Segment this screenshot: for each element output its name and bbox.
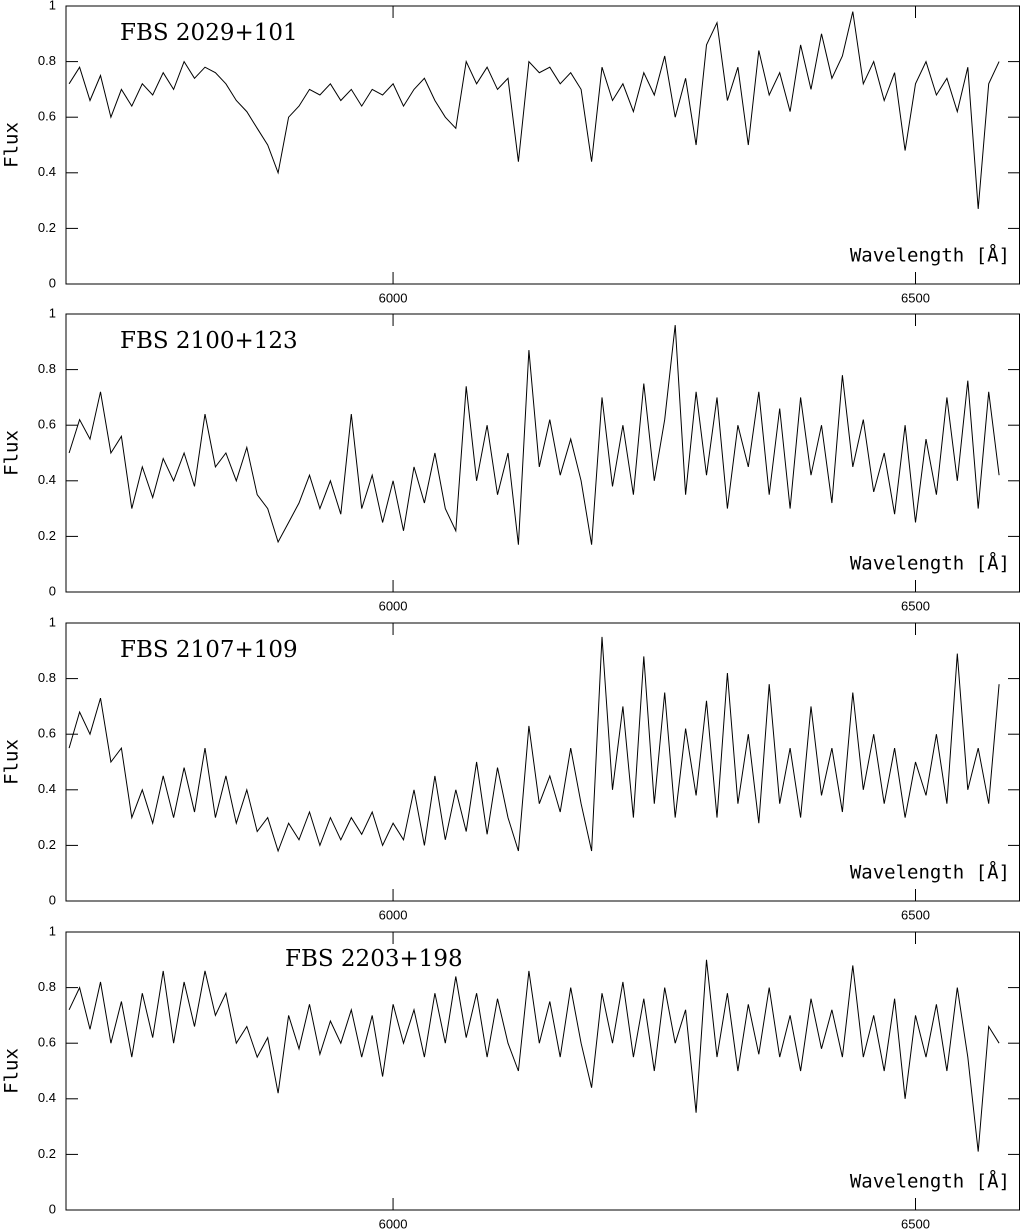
axes-frame [65,5,1020,285]
y-tick-label: 1 [49,614,56,629]
y-tick-label: 0.4 [38,1090,56,1105]
y-axis-label: Flux [1,122,23,168]
x-axis-label: Wavelength [Å] [850,244,1010,267]
spectrum-line [68,11,1000,209]
y-tick-label: 0.2 [38,837,56,852]
axes-frame [65,931,1020,1211]
y-tick-label: 0.6 [38,726,56,741]
y-tick-label: 0.6 [38,1035,56,1050]
y-tick-label: 0.8 [38,53,56,68]
x-tick-label: 6500 [901,1216,930,1231]
y-tick-label: 0.8 [38,670,56,685]
panel-title: FBS 2029+101 [120,20,298,46]
y-tick-label: 1 [49,923,56,938]
y-axis-label: Flux [1,739,23,785]
y-tick-label: 0 [49,892,56,907]
x-tick-label: 6500 [901,290,930,305]
panel-title: FBS 2107+109 [120,637,298,663]
axes-frame [65,622,1020,902]
y-tick-label: 0.4 [38,472,56,487]
x-tick-label: 6000 [379,1216,408,1231]
x-axis-label: Wavelength [Å] [850,552,1010,575]
y-tick-label: 0.8 [38,979,56,994]
x-tick-label: 6500 [901,907,930,922]
y-tick-label: 1 [49,0,56,12]
spectrum-line [68,636,1000,853]
y-tick-label: 0.2 [38,528,56,543]
y-axis-label: Flux [1,1048,23,1094]
x-tick-label: 6000 [379,290,408,305]
x-axis-label: Wavelength [Å] [850,861,1010,884]
panel-title: FBS 2100+123 [120,328,298,354]
y-tick-label: 0 [49,583,56,598]
y-tick-label: 0.6 [38,109,56,124]
x-tick-label: 6000 [379,907,408,922]
axes-frame [65,313,1020,593]
y-tick-label: 0.4 [38,164,56,179]
y-tick-label: 1 [49,305,56,320]
y-tick-label: 0 [49,275,56,290]
y-tick-label: 0 [49,1201,56,1216]
y-tick-label: 0.4 [38,781,56,796]
y-tick-label: 0.8 [38,361,56,376]
spectrum-line [68,959,1000,1152]
y-tick-label: 0.6 [38,417,56,432]
y-axis-label: Flux [1,430,23,476]
x-axis-label: Wavelength [Å] [850,1170,1010,1193]
spectrum-line [68,325,1000,545]
x-tick-label: 6000 [379,598,408,613]
x-tick-label: 6500 [901,598,930,613]
panel-title: FBS 2203+198 [285,946,463,972]
y-tick-label: 0.2 [38,1146,56,1161]
y-tick-label: 0.2 [38,220,56,235]
